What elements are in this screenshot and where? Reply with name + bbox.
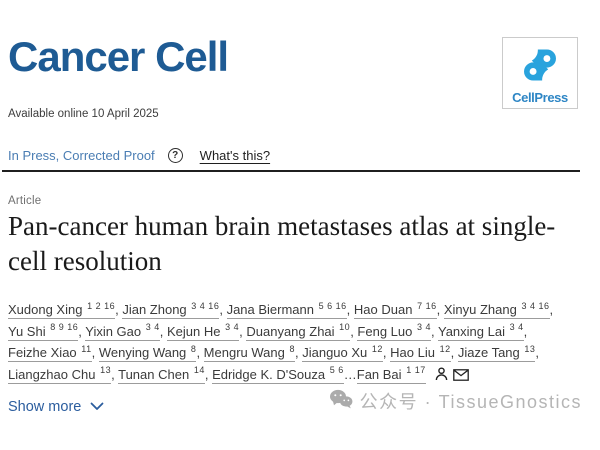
author-separator: , [159,323,168,339]
author-link[interactable]: Jian Zhong 3 4 16 [122,300,220,319]
author-separator: , [294,345,303,360]
author-separator: , [350,323,358,339]
author-link[interactable]: Jiaze Tang 13 [457,343,536,362]
person-icon[interactable] [435,366,448,388]
author-link[interactable]: Hao Liu 12 [390,343,451,362]
available-online-date: Available online 10 April 2025 [8,108,159,120]
author-link[interactable]: Jianguo Xu 12 [302,343,383,362]
author-separator: , [196,345,204,360]
status-row: In Press, Corrected Proof ? What's this? [8,148,270,163]
author-link[interactable]: Xudong Xing 1 2 16 [8,300,116,319]
author-separator: , [204,366,213,382]
author-separator: , [111,366,119,382]
author-link[interactable]: Feng Luo 3 4 [357,322,431,341]
author-link[interactable]: Yanxing Lai 3 4 [438,322,524,341]
journal-title[interactable]: Cancer Cell [8,33,229,80]
show-more-label: Show more [8,399,82,415]
author-separator: , [436,302,444,317]
article-type-label: Article [8,195,42,207]
watermark-text: 公众号 · TissueGnostics [359,392,582,412]
author-link[interactable]: Mengru Wang 8 [203,343,295,362]
cellpress-mark-icon [521,46,559,89]
cellpress-wordmark: CellPress [512,89,568,105]
author-separator: , [382,345,391,360]
whats-this-link[interactable]: What's this? [199,148,271,163]
author-link[interactable]: Wenying Wang 8 [98,343,197,362]
author-link[interactable]: Jana Biermann 5 6 16 [226,300,347,319]
page-title: Pan-cancer human brain metastases atlas … [8,211,556,276]
author-separator: , [549,302,554,317]
author-link[interactable]: Liangzhao Chu 13 [8,365,112,384]
author-link[interactable]: Edridge K. D'Souza 5 6 [212,365,344,384]
cellpress-logo[interactable]: CellPress [502,37,578,109]
author-icons [430,366,469,382]
help-icon[interactable]: ? [167,148,183,163]
author-separator: , [346,302,354,317]
author-separator: , [535,345,540,360]
author-link[interactable]: Yu Shi 8 9 16 [8,322,79,341]
author-separator: , [523,323,528,339]
author-separator: , [219,302,227,317]
author-separator: , [431,323,438,339]
author-separator: , [115,302,123,317]
author-block: Xudong Xing 1 2 16, Jian Zhong 3 4 16, J… [8,299,582,387]
author-link[interactable]: Feizhe Xiao 11 [8,343,92,362]
envelope-icon[interactable] [452,366,469,388]
author-link[interactable]: Duanyang Zhai 10 [246,322,351,341]
author-link[interactable]: Tunan Chen 14 [118,365,205,384]
author-ellipsis: … [343,366,357,382]
author-separator: , [91,345,99,360]
author-separator: , [450,345,458,360]
wechat-icon [329,389,353,414]
author-link[interactable]: Xinyu Zhang 3 4 16 [443,300,550,319]
author-separator: , [78,323,86,339]
author-link[interactable]: Yixin Gao 3 4 [85,322,160,341]
watermark: 公众号 · TissueGnostics [329,388,582,414]
chevron-down-icon [90,399,104,415]
show-more-button[interactable]: Show more [8,399,104,415]
author-separator: , [239,323,247,339]
author-link[interactable]: Hao Duan 7 16 [353,300,437,319]
author-link[interactable]: Kejun He 3 4 [167,322,240,341]
status-badge: In Press, Corrected Proof [8,148,155,163]
author-list: Xudong Xing 1 2 16, Jian Zhong 3 4 16, J… [8,300,554,384]
section-divider [2,170,580,172]
author-link[interactable]: Fan Bai 1 17 [356,365,426,384]
